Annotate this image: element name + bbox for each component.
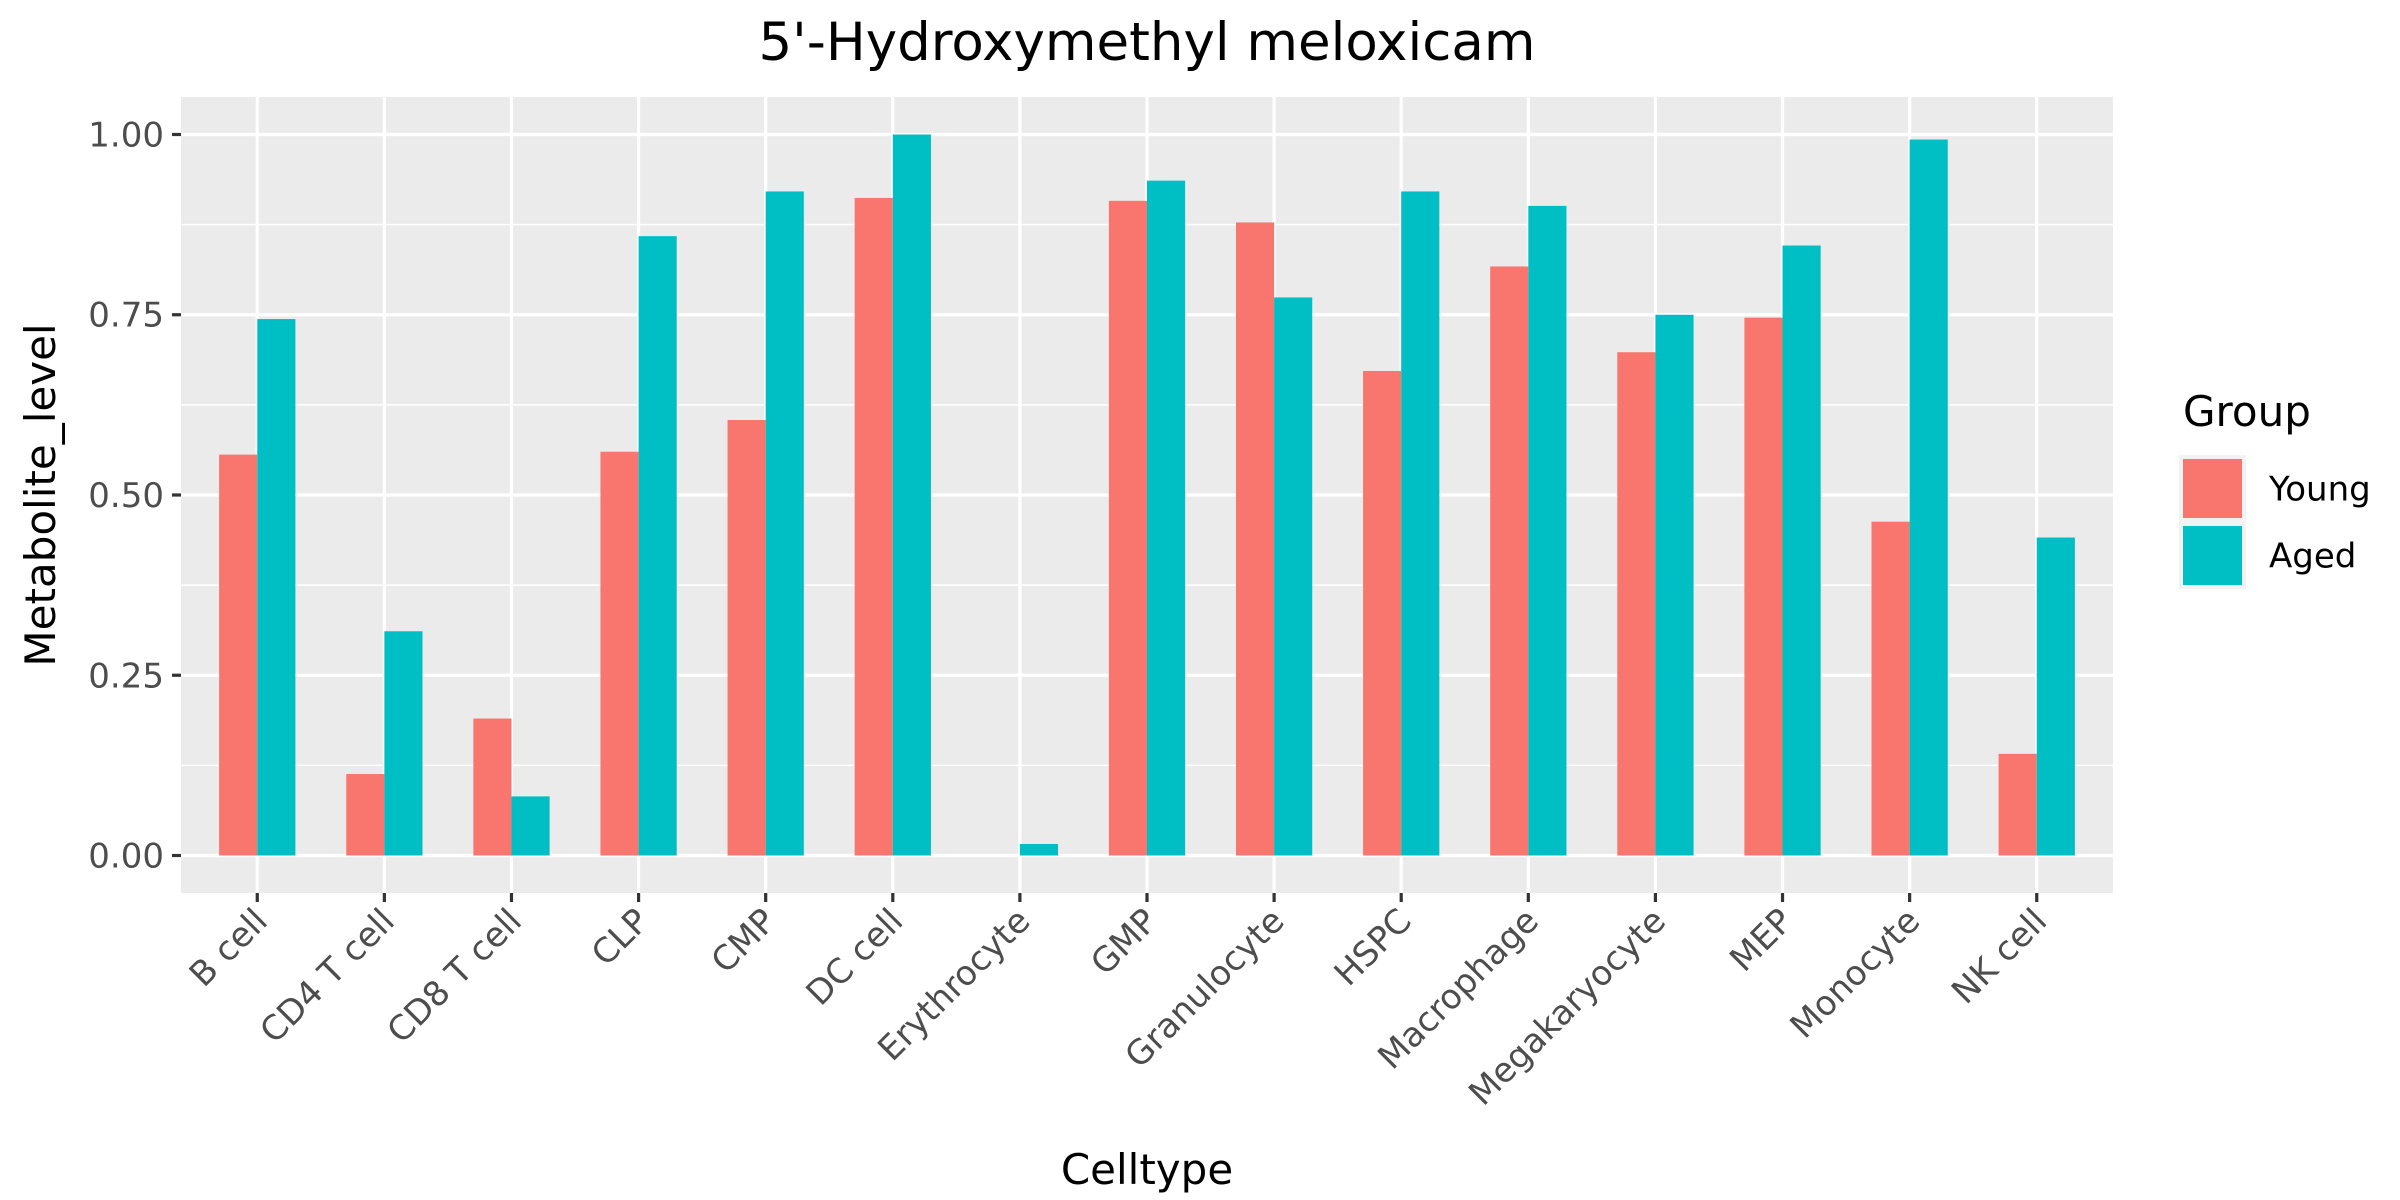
- bar-young-11: [1617, 352, 1656, 856]
- chart-title: 5'-Hydroxymethyl meloxicam: [758, 12, 1535, 73]
- x-tick-label: DC cell: [799, 901, 912, 1014]
- bar-aged-6: [1019, 843, 1059, 856]
- bar-young-5: [854, 197, 893, 856]
- bar-young-4: [727, 420, 766, 856]
- bar-young-10: [1490, 266, 1529, 856]
- x-axis-title: Celltype: [1061, 1145, 1233, 1194]
- bar-aged-8: [1274, 297, 1313, 856]
- x-tick-label: Monocyte: [1783, 901, 1928, 1046]
- x-tick-label: CLP: [584, 901, 657, 974]
- x-tick-label: MEP: [1722, 901, 1801, 980]
- bar-aged-14: [2036, 537, 2075, 856]
- bar-young-8: [1235, 222, 1275, 856]
- bar-young-13: [1871, 521, 1910, 856]
- x-tick-label: CD4 T cell: [253, 901, 403, 1051]
- bar-young-0: [219, 454, 258, 856]
- bar-young-2: [473, 718, 512, 856]
- bar-aged-12: [1782, 245, 1821, 856]
- y-tick-label: 0.50: [88, 476, 164, 516]
- bars: [219, 134, 2075, 856]
- y-tick-label: 0.75: [88, 296, 164, 336]
- legend-label: Young: [2268, 470, 2371, 510]
- legend-items: Young Aged: [2179, 455, 2371, 589]
- x-tick-label: CMP: [704, 901, 784, 981]
- bar-aged-4: [765, 191, 804, 856]
- bar-aged-0: [257, 319, 296, 856]
- bar-aged-1: [384, 631, 423, 856]
- x-tick-label: GMP: [1083, 901, 1165, 983]
- y-axis-title: Metabolite_level: [16, 323, 65, 666]
- bar-aged-11: [1655, 314, 1694, 856]
- bar-aged-10: [1528, 205, 1567, 856]
- y-tick-label: 0.00: [88, 837, 164, 877]
- bar-aged-3: [638, 236, 677, 856]
- legend-key-aged: [2183, 526, 2242, 585]
- bar-young-12: [1744, 317, 1783, 856]
- legend-title: Group: [2183, 387, 2311, 436]
- bar-aged-13: [1909, 139, 1948, 856]
- bar-aged-5: [892, 134, 931, 856]
- legend-key-young: [2183, 459, 2242, 518]
- bar-young-1: [346, 774, 385, 856]
- bar-aged-7: [1147, 180, 1186, 856]
- x-tick-label: NK cell: [1944, 901, 2055, 1012]
- bar-young-7: [1108, 200, 1147, 856]
- y-tick-label: 0.25: [88, 656, 164, 696]
- x-tick-label: B cell: [182, 901, 276, 995]
- bar-aged-2: [511, 796, 550, 856]
- legend: Group Young Aged: [2179, 387, 2371, 589]
- x-tick-label: CD8 T cell: [380, 901, 530, 1051]
- x-tick-label: HSPC: [1327, 901, 1420, 994]
- bar-young-14: [1998, 753, 2037, 856]
- legend-label: Aged: [2269, 537, 2356, 577]
- y-tick-label: 1.00: [88, 115, 164, 155]
- bar-aged-9: [1401, 191, 1440, 856]
- bar-young-3: [600, 451, 639, 856]
- bar-young-9: [1363, 370, 1402, 856]
